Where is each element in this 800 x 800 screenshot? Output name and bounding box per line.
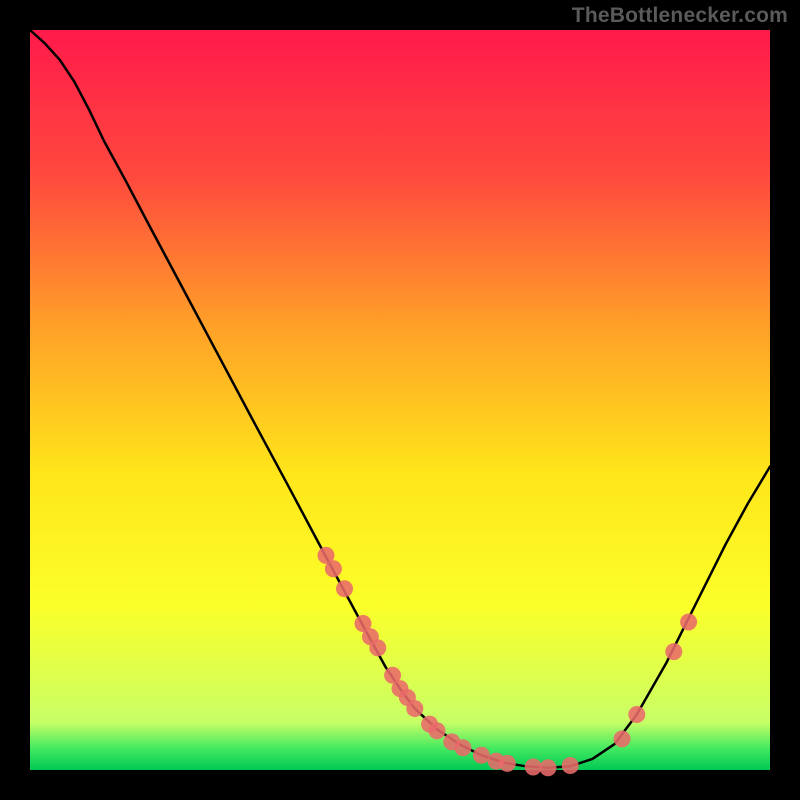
data-point bbox=[499, 755, 516, 772]
chart-stage: TheBottlenecker.com bbox=[0, 0, 800, 800]
data-point bbox=[429, 722, 446, 739]
data-point bbox=[454, 739, 471, 756]
data-point bbox=[525, 759, 542, 776]
data-point bbox=[336, 580, 353, 597]
data-point bbox=[665, 643, 682, 660]
data-point bbox=[562, 757, 579, 774]
data-point bbox=[540, 759, 557, 776]
data-point bbox=[406, 700, 423, 717]
watermark-text: TheBottlenecker.com bbox=[572, 4, 788, 28]
data-point bbox=[614, 730, 631, 747]
data-point bbox=[369, 639, 386, 656]
data-point bbox=[325, 560, 342, 577]
bottleneck-curve-chart bbox=[0, 0, 800, 800]
data-point bbox=[628, 706, 645, 723]
chart-background-gradient bbox=[30, 30, 770, 770]
data-point bbox=[473, 747, 490, 764]
data-point bbox=[680, 614, 697, 631]
